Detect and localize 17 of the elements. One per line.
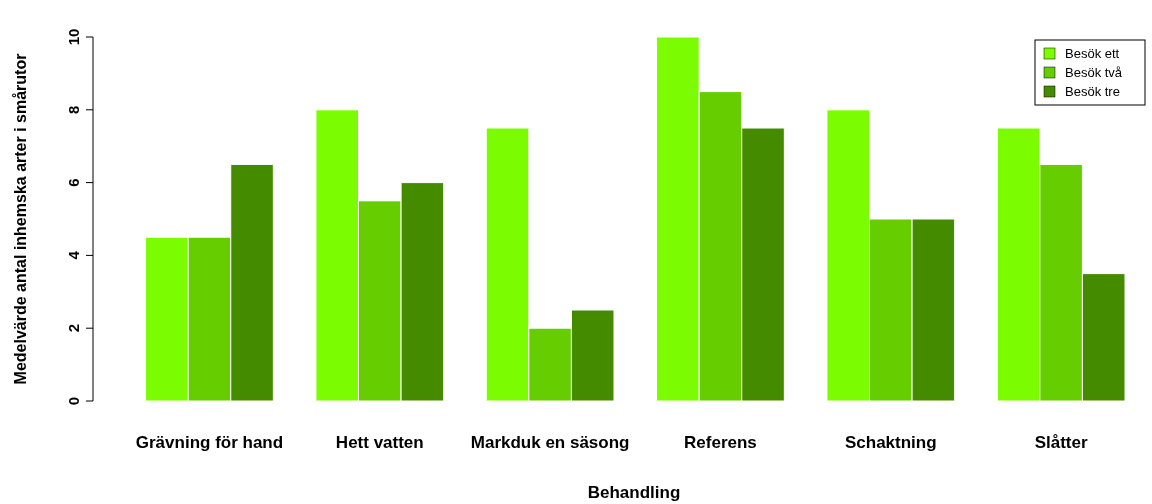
y-tick-label: 8 [65,105,82,114]
x-tick-label: Hett vatten [335,433,424,452]
legend-label: Besök tre [1065,84,1120,99]
y-axis-title: Medelvärde antal inhemska arter i smårutor [12,53,29,385]
y-tick-label: 10 [65,28,82,46]
x-tick-label: Schaktning [844,433,937,452]
x-axis-title: Behandling [587,483,681,502]
legend-label: Besök två [1065,65,1123,80]
y-tick-label: 0 [65,396,82,406]
y-tick-label: 2 [65,324,82,333]
y-tick-label: 4 [65,250,82,260]
x-tick-label: Slåtter [1034,433,1088,452]
legend-label: Besök ett [1065,46,1120,61]
x-tick-label: Markduk en säsong [470,433,630,452]
x-tick-label: Referens [684,433,757,452]
y-tick-label: 6 [65,178,82,187]
x-tick-label: Grävning för hand [135,433,284,452]
